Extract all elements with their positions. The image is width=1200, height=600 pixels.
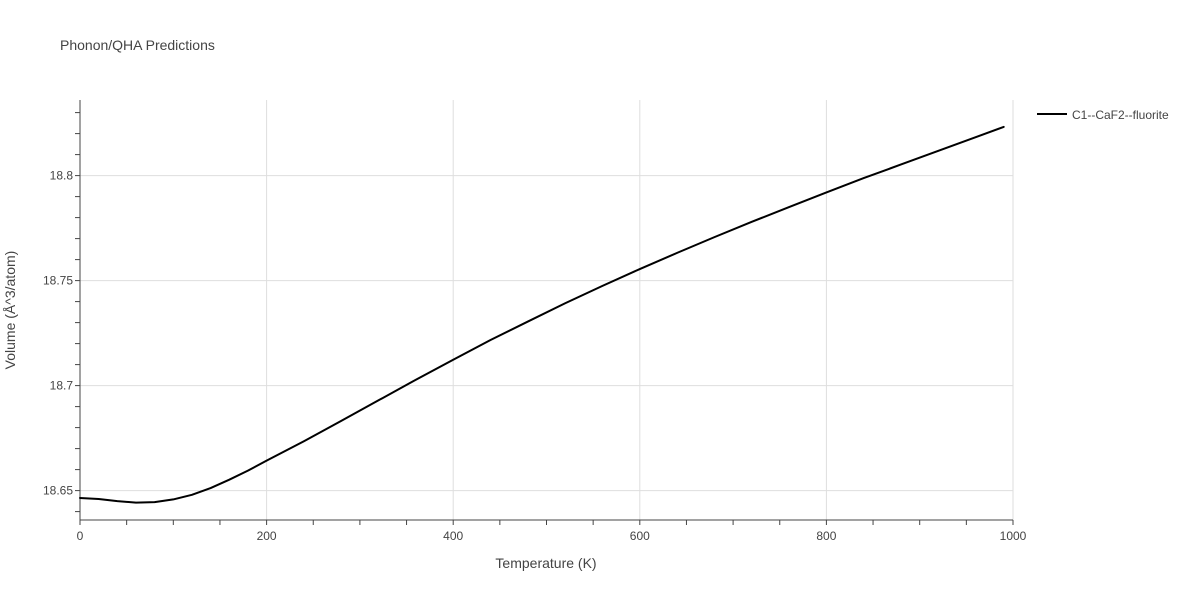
x-tick-label: 0 (77, 529, 84, 543)
legend[interactable]: C1--CaF2--fluorite (1037, 108, 1169, 122)
x-tick-label: 200 (257, 529, 277, 543)
series-line (79, 125, 1005, 504)
series-layer (79, 125, 1005, 504)
ticks-layer: 0 200 400 600 800 1000 18.65 18.7 18.75 18.8 (43, 169, 1027, 543)
y-tick-label: 18.65 (43, 484, 73, 498)
x-tick-label: 1000 (1000, 529, 1027, 543)
y-axis-title: Volume (Å^3/atom) (2, 251, 18, 370)
x-axis-title: Temperature (K) (495, 555, 596, 571)
chart-title: Phonon/QHA Predictions (60, 37, 215, 53)
axes-layer (75, 100, 1014, 525)
y-tick-label: 18.75 (43, 274, 73, 288)
grid-layer (80, 100, 1014, 520)
legend-label: C1--CaF2--fluorite (1072, 108, 1169, 122)
y-tick-label: 18.7 (50, 379, 74, 393)
y-tick-label: 18.8 (50, 169, 74, 183)
x-tick-label: 400 (443, 529, 463, 543)
x-tick-label: 800 (816, 529, 836, 543)
x-tick-label: 600 (630, 529, 650, 543)
